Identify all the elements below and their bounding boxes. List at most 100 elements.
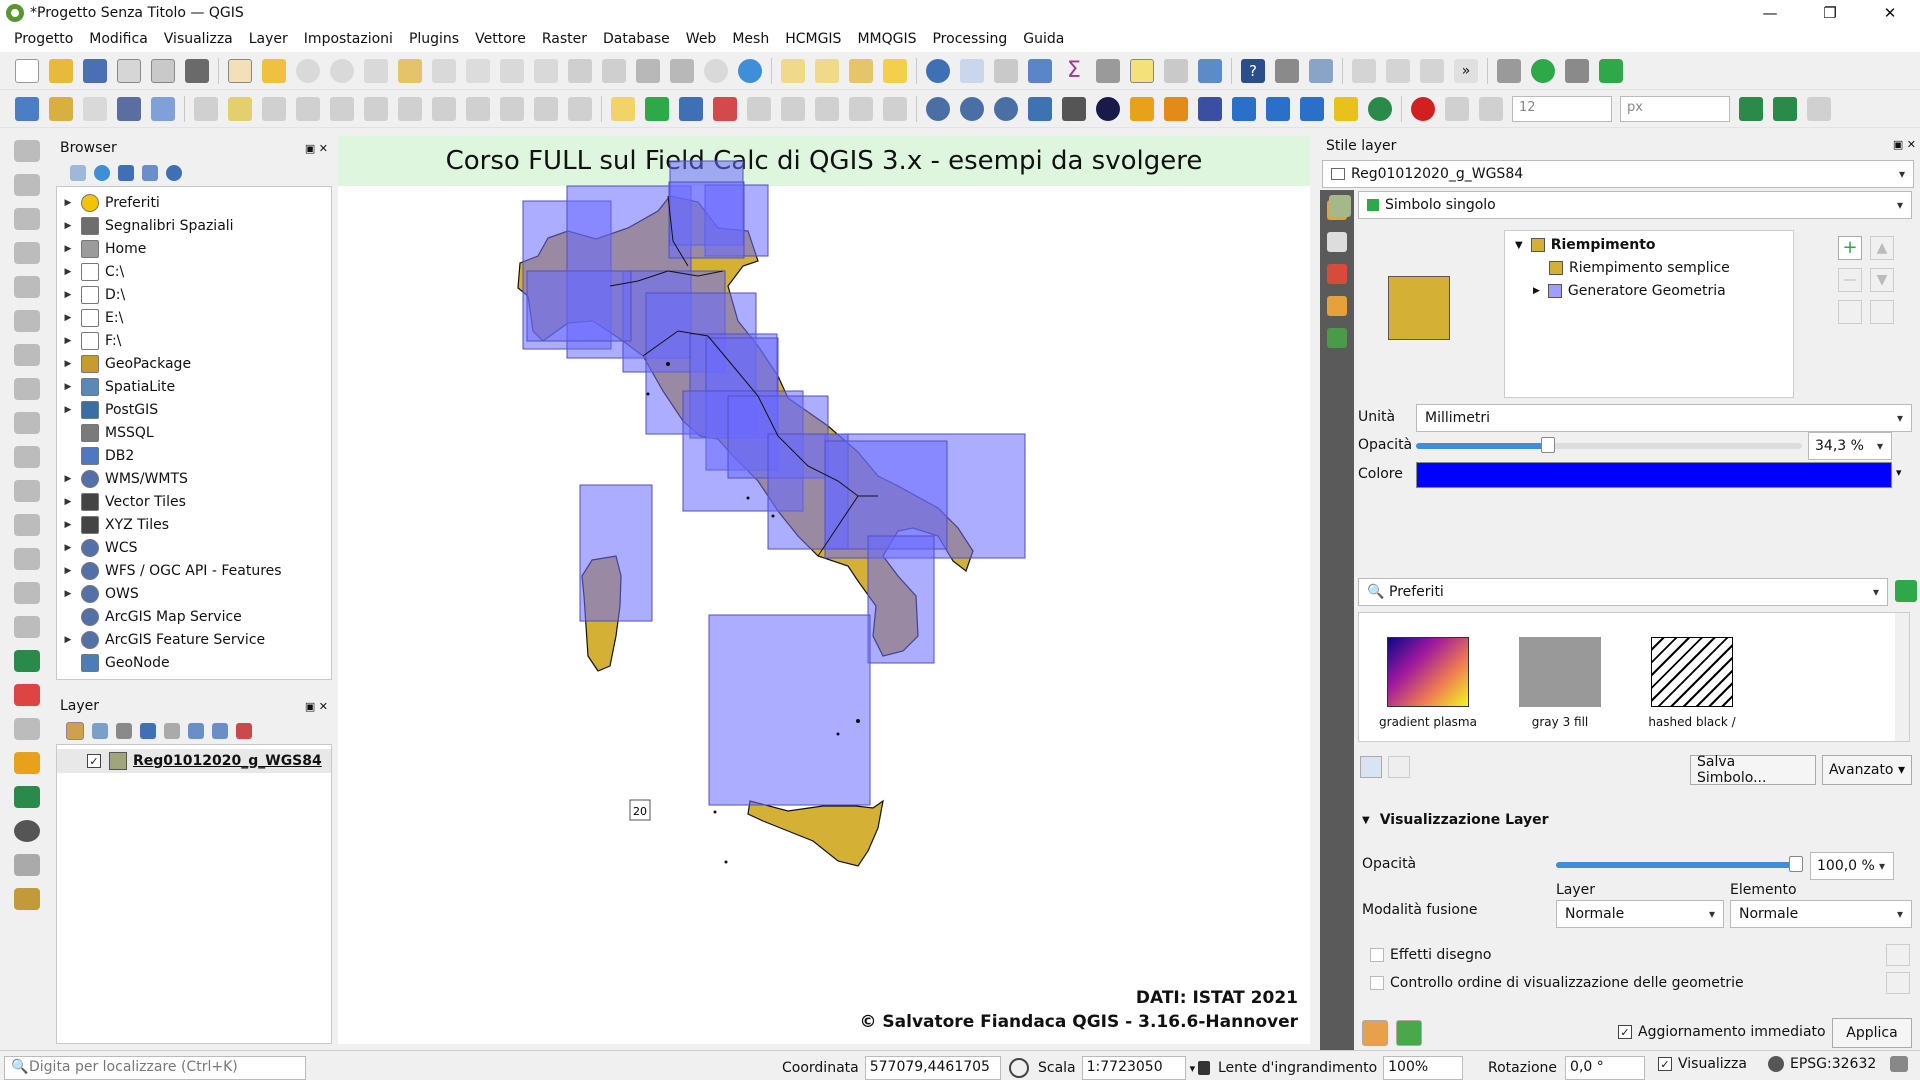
crs-globe-icon[interactable]	[1768, 1056, 1784, 1072]
plugin-info-icon[interactable]	[1368, 96, 1392, 121]
expand-arrow-icon[interactable]: ▶	[64, 289, 72, 300]
scale-input[interactable]: 1:7723050	[1081, 1056, 1186, 1080]
browser-item-xyz-tiles[interactable]: ▶ XYZ Tiles	[57, 513, 331, 536]
browser-item-c[interactable]: ▶ C:\	[57, 260, 331, 283]
snapping-options-icon[interactable]	[1445, 96, 1469, 121]
toggle-editing-icon[interactable]	[228, 96, 252, 121]
effects-settings-button[interactable]	[1886, 944, 1910, 966]
georef-icon[interactable]	[14, 650, 40, 672]
menu-web[interactable]: Web	[685, 31, 717, 47]
vertex-snap-icon[interactable]	[1773, 96, 1797, 121]
add-line-icon[interactable]	[14, 174, 40, 196]
symbol-gray-fill-swatch[interactable]	[1519, 637, 1601, 707]
zoom-point-icon[interactable]	[14, 752, 40, 774]
plugin-green-icon[interactable]	[1531, 58, 1555, 83]
map-tips-icon[interactable]	[1130, 58, 1154, 83]
zoom-next-icon[interactable]	[534, 58, 558, 83]
refresh-icon[interactable]	[738, 58, 762, 83]
show-bookmarks-icon[interactable]	[670, 58, 694, 83]
expand-arrow-icon[interactable]: ▶	[64, 565, 72, 576]
tree-simple-fill-row[interactable]: Riempimento semplice	[1549, 260, 1730, 276]
refresh-icon[interactable]	[94, 165, 110, 181]
identify-icon[interactable]	[926, 58, 950, 83]
select-location-icon[interactable]	[883, 58, 907, 83]
pan-icon[interactable]	[228, 58, 252, 83]
expand-all-icon[interactable]	[188, 723, 204, 739]
draw-effects-row[interactable]: Effetti disegno	[1370, 947, 1491, 963]
browser-item-vector-tiles[interactable]: ▶ Vector Tiles	[57, 490, 331, 513]
manage-visibility-icon[interactable]	[116, 723, 132, 739]
advanced-digitizing-icon[interactable]	[14, 140, 40, 162]
expand-arrow-icon[interactable]: ▶	[64, 634, 72, 645]
messages-group[interactable]	[1890, 1056, 1908, 1072]
export-kmz-icon[interactable]	[1266, 96, 1290, 121]
coordinate-input[interactable]: 577079,4461705	[864, 1056, 1001, 1080]
filter-icon[interactable]	[118, 165, 134, 181]
field-calculator-icon[interactable]	[994, 58, 1018, 83]
menu-progetto[interactable]: Progetto	[14, 31, 74, 47]
save-edits-icon[interactable]	[262, 96, 286, 121]
properties-info-icon[interactable]	[166, 165, 182, 181]
renderer-select[interactable]: Simbolo singolo	[1358, 191, 1912, 219]
paste-features-icon[interactable]	[500, 96, 524, 121]
export-kmz-star-icon[interactable]	[1334, 96, 1358, 121]
openlayers-icon[interactable]	[960, 96, 984, 121]
browser-item-arcgis-feature-service[interactable]: ▶ ArcGIS Feature Service	[57, 628, 331, 651]
scale-dropdown-icon[interactable]: ▾	[1189, 1061, 1196, 1075]
unit-select[interactable]: Millimetri	[1416, 404, 1912, 432]
processing-toolbox-icon[interactable]	[1028, 58, 1052, 83]
layer-visibility-checkbox[interactable]: ✓	[87, 754, 101, 768]
layer-select[interactable]: Reg01012020_g_WGS84	[1322, 160, 1914, 188]
panel-close-buttons[interactable]: ▣ ✕	[304, 699, 328, 713]
draw-effects-checkbox[interactable]	[1370, 948, 1384, 962]
restore-button[interactable]: ❐	[1823, 4, 1837, 22]
history-tab-icon[interactable]	[1327, 328, 1347, 348]
symbology-tab-icon[interactable]	[1329, 195, 1351, 217]
browser-item-postgis[interactable]: ▶ PostGIS	[57, 398, 331, 421]
browser-item-e[interactable]: ▶ E:\	[57, 306, 331, 329]
measure-icon[interactable]	[1096, 58, 1120, 83]
add-ellipse-icon[interactable]	[1420, 58, 1444, 83]
web-globe-icon[interactable]	[926, 96, 950, 121]
menu-raster[interactable]: Raster	[541, 31, 587, 47]
font-size-input[interactable]: 12	[1512, 95, 1612, 122]
snapping-mode-icon[interactable]	[1479, 96, 1503, 121]
zoom-native-icon[interactable]	[466, 58, 490, 83]
expand-arrow-icon[interactable]: ▶	[64, 243, 72, 254]
style-manager-icon[interactable]	[1895, 580, 1917, 602]
annotation-icon[interactable]	[1164, 58, 1188, 83]
locator[interactable]: 🔍 Digita per localizzare (Ctrl+K)	[4, 1056, 306, 1080]
symbol-hashed-black-swatch[interactable]	[1651, 637, 1733, 707]
export-kml-icon[interactable]	[1232, 96, 1256, 121]
opacity-slider[interactable]	[1416, 437, 1802, 453]
menu-plugins[interactable]: Plugins	[408, 31, 460, 47]
3d-view-tab-icon[interactable]	[1327, 264, 1347, 284]
reshape-icon[interactable]	[14, 242, 40, 264]
pan-to-selection-icon[interactable]	[262, 58, 286, 83]
menu-modifica[interactable]: Modifica	[89, 31, 148, 47]
symbol-library-scrollbar[interactable]	[1895, 613, 1909, 741]
browser-item-wfs-ogc-api-features[interactable]: ▶ WFS / OGC API - Features	[57, 559, 331, 582]
symbol-gradient-plasma-swatch[interactable]	[1387, 637, 1469, 707]
browser-item-geonode[interactable]: GeoNode	[57, 651, 331, 674]
add-symbol-layer-button[interactable]: +	[1838, 236, 1862, 260]
lock-icon[interactable]	[1198, 1061, 1210, 1075]
feature-order-checkbox[interactable]	[1370, 976, 1384, 990]
opacity-slider-handle[interactable]	[1541, 437, 1556, 453]
show-hide-labels-icon[interactable]	[849, 96, 873, 121]
browser-item-home[interactable]: ▶ Home	[57, 237, 331, 260]
add-part-icon[interactable]	[14, 514, 40, 536]
change-label-icon[interactable]	[781, 96, 805, 121]
duplicate-layer-button[interactable]	[1838, 300, 1862, 324]
label-abc-icon[interactable]	[713, 96, 737, 121]
export-html-icon[interactable]	[1300, 96, 1324, 121]
add-group-icon[interactable]	[92, 723, 108, 739]
menu-layer[interactable]: Layer	[248, 31, 288, 47]
text-annotation-icon[interactable]	[1198, 58, 1222, 83]
rotate-feature-icon[interactable]	[14, 446, 40, 468]
data-source-manager-icon[interactable]	[15, 96, 39, 121]
icon-view-button[interactable]	[1360, 756, 1382, 778]
collapse-icon[interactable]: ▼	[1515, 239, 1523, 251]
crs-label[interactable]: EPSG:32632	[1790, 1056, 1877, 1072]
blend-layer-select[interactable]: Normale	[1556, 900, 1724, 928]
